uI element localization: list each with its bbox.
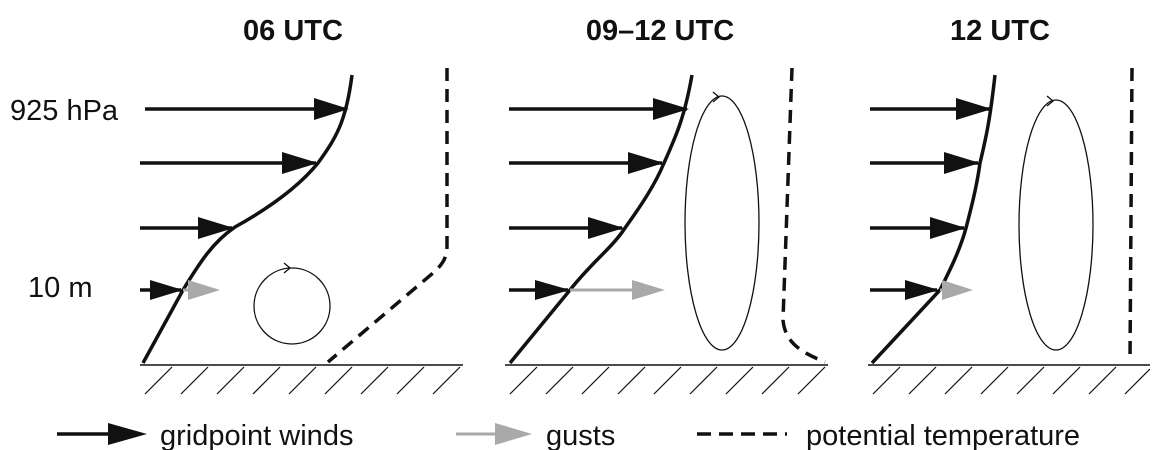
- wind-profile-curve: [141, 74, 354, 364]
- gust-arrowhead: [632, 280, 665, 300]
- gridpoint-wind-arrows: [509, 98, 689, 300]
- potential-temperature-profile: [781, 67, 826, 364]
- potential-temperature-profile: [326, 68, 449, 364]
- eddy-direction-marker: [1046, 95, 1055, 107]
- legend-gust-arrowhead: [495, 423, 532, 445]
- legend-gusts: gusts: [546, 420, 615, 450]
- panel-12-utc: [868, 67, 1151, 395]
- wind-arrowhead: [930, 217, 966, 239]
- gridpoint-wind-arrows: [140, 98, 349, 300]
- panel-title-12: 12 UTC: [950, 15, 1050, 47]
- eddy-direction-marker: [712, 91, 721, 103]
- legend-wind-arrowhead: [108, 423, 147, 445]
- wind-arrowhead: [535, 280, 570, 300]
- panel-title-06: 06 UTC: [243, 15, 343, 47]
- panel-06-utc: [140, 68, 463, 395]
- gust-arrowhead: [942, 280, 973, 300]
- gridpoint-wind-arrows: [870, 98, 992, 300]
- wind-arrowhead: [588, 217, 624, 239]
- eddy-circle: [253, 267, 331, 345]
- wind-profile-curve: [508, 74, 694, 365]
- potential-temperature-profile: [1128, 67, 1134, 363]
- legend-gridpoint-winds: gridpoint winds: [160, 420, 353, 450]
- eddy-ellipse: [684, 95, 760, 351]
- ground-hatching: [872, 366, 1151, 395]
- wind-arrowhead: [944, 152, 980, 174]
- wind-arrowhead: [198, 217, 234, 239]
- wind-arrowhead: [905, 280, 939, 300]
- gust-arrowhead: [188, 280, 220, 300]
- legend: gridpoint winds gusts potential temperat…: [57, 420, 1080, 450]
- ground-hatching: [144, 366, 461, 395]
- eddy-direction-marker: [283, 262, 292, 274]
- wind-arrowhead: [282, 152, 318, 174]
- level-label-10m: 10 m: [28, 272, 92, 304]
- level-label-925hpa: 925 hPa: [10, 95, 119, 127]
- panel-09-12-utc: [505, 67, 828, 395]
- wind-arrowhead: [956, 98, 992, 120]
- wind-arrowhead: [150, 280, 183, 300]
- wind-arrowhead: [653, 98, 689, 120]
- wind-profile-curve: [870, 74, 997, 365]
- wind-arrowhead: [314, 98, 349, 120]
- ground-hatching: [509, 366, 826, 395]
- eddy-ellipse: [1018, 99, 1094, 351]
- legend-potential-temperature: potential temperature: [806, 420, 1080, 450]
- panel-title-09-12: 09–12 UTC: [586, 15, 734, 47]
- wind-arrowhead: [628, 152, 664, 174]
